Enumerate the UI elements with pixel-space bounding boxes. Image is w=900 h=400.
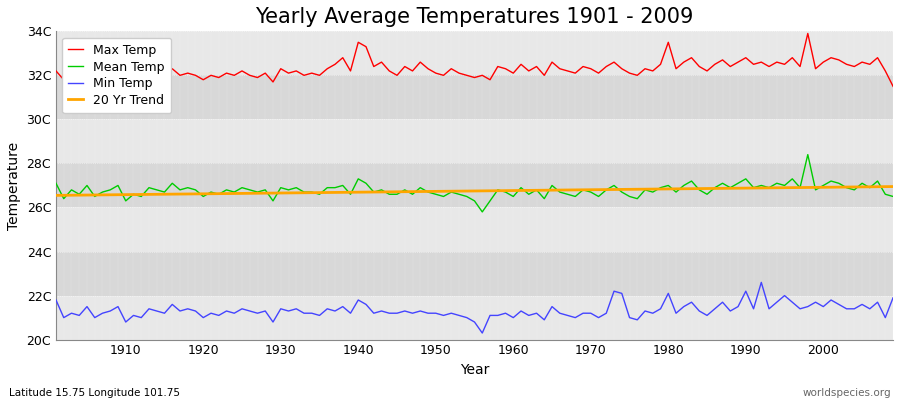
Legend: Max Temp, Mean Temp, Min Temp, 20 Yr Trend: Max Temp, Mean Temp, Min Temp, 20 Yr Tre… [62,38,171,113]
Line: Min Temp: Min Temp [56,282,893,333]
X-axis label: Year: Year [460,363,490,377]
Line: Max Temp: Max Temp [56,34,893,86]
Max Temp [500,66,511,71]
Bar [56,252,893,296]
Min Temp [608,289,619,294]
Min Temp [284,309,294,314]
Max Temp [803,31,814,36]
Min Temp [50,298,61,302]
Mean Temp [887,194,898,199]
Min Temp [516,309,526,314]
Min Temp [508,315,518,320]
Bar [56,208,893,252]
Bar [56,296,893,340]
Max Temp [601,64,612,69]
Text: Latitude 15.75 Longitude 101.75: Latitude 15.75 Longitude 101.75 [9,388,180,398]
Mean Temp [112,183,123,188]
Mean Temp [329,185,340,190]
Mean Temp [803,152,814,157]
Max Temp [508,71,518,76]
Y-axis label: Temperature: Temperature [7,141,21,230]
Min Temp [112,304,123,309]
Min Temp [329,309,340,314]
Mean Temp [516,185,526,190]
Min Temp [477,331,488,336]
Max Temp [329,62,340,67]
Mean Temp [477,210,488,214]
Mean Temp [50,181,61,186]
Max Temp [50,68,61,73]
Max Temp [887,84,898,89]
Title: Yearly Average Temperatures 1901 - 2009: Yearly Average Temperatures 1901 - 2009 [256,7,694,27]
Text: worldspecies.org: worldspecies.org [803,388,891,398]
Min Temp [887,295,898,300]
Max Temp [112,71,123,76]
Max Temp [284,71,294,76]
Line: Mean Temp: Mean Temp [56,155,893,212]
Bar [56,31,893,75]
Mean Temp [608,183,619,188]
Mean Temp [508,194,518,199]
Bar [56,75,893,119]
Bar [56,119,893,164]
Mean Temp [284,188,294,192]
Min Temp [756,280,767,285]
Bar [56,164,893,208]
